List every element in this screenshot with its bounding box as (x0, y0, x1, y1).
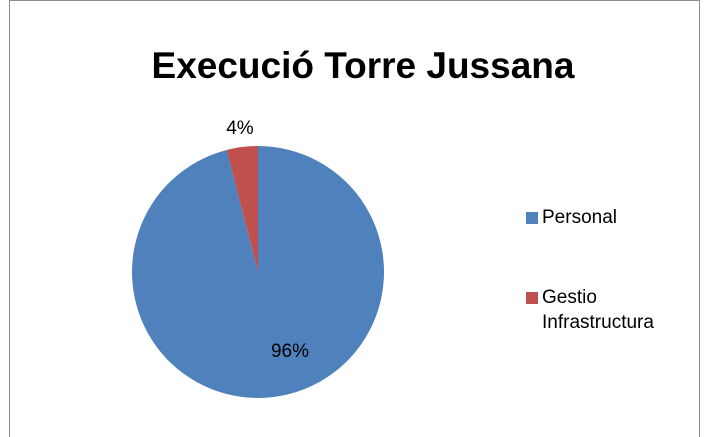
chart-title: Execució Torre Jussana (152, 45, 575, 86)
legend-swatch (526, 212, 538, 224)
legend-swatch (526, 292, 538, 304)
data-label: 96% (271, 341, 309, 362)
legend-label: Gestio Infrastructura (542, 287, 654, 333)
pie-slice (226, 146, 258, 272)
data-label: 4% (226, 118, 254, 139)
legend-label: Personal (542, 207, 617, 228)
